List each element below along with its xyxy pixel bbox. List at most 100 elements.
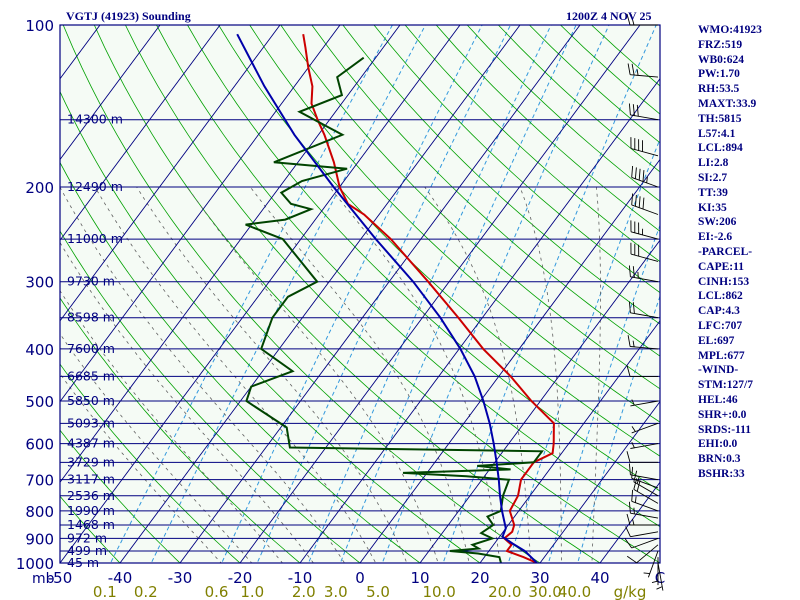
height-label: 3117 m xyxy=(67,472,115,487)
dry-adiabat-line xyxy=(60,161,421,563)
dry-adiabat-line xyxy=(342,25,660,325)
stat-item: EL:697 xyxy=(698,334,735,347)
mixing-ratio-tick-label: 30.0 xyxy=(528,583,561,600)
wind-barb xyxy=(631,422,659,434)
stat-item: PW:1.70 xyxy=(698,68,740,81)
dry-adiabat-line xyxy=(60,495,121,563)
height-label: 8598 m xyxy=(67,310,115,325)
height-label: 499 m xyxy=(67,543,107,558)
dry-adiabat-line xyxy=(218,25,660,457)
stat-item: BRN:0.3 xyxy=(698,453,741,466)
pressure-tick-label: 500 xyxy=(25,393,54,411)
mixing-ratio-tick-label: 1.0 xyxy=(240,583,264,600)
temperature-profile xyxy=(302,34,555,563)
stat-item: KI:35 xyxy=(698,201,727,214)
moist-adiabat-line xyxy=(424,186,532,563)
stat-item: LFC:707 xyxy=(698,319,743,332)
dry-adiabat-line xyxy=(311,25,660,357)
mixing-ratio-tick-label: 2.0 xyxy=(292,583,316,600)
height-label: 1990 m xyxy=(67,503,115,518)
isotherm-line xyxy=(299,78,660,563)
pressure-tick-label: 200 xyxy=(25,179,54,197)
plot-frame xyxy=(59,24,661,564)
stat-item: SRDS:-111 xyxy=(698,423,752,436)
mixing-ratio-tick-label: 0.1 xyxy=(93,583,117,600)
wind-barb xyxy=(626,513,658,526)
height-label: 972 m xyxy=(67,530,107,545)
stat-item: LCL:894 xyxy=(698,142,743,155)
wind-barb xyxy=(630,399,659,407)
stat-item: EI:-2.6 xyxy=(698,231,733,244)
height-label: 1468 m xyxy=(67,517,115,532)
pressure-tick-label: 1000 xyxy=(16,555,54,573)
temperature-tick-label: 40 xyxy=(590,569,609,587)
wind-barb xyxy=(627,335,659,350)
wind-barb xyxy=(628,301,659,319)
height-label: 3729 m xyxy=(67,454,115,469)
isotherm-line xyxy=(60,25,221,241)
isotherm-line xyxy=(119,25,521,563)
temperature-tick-label: -10 xyxy=(288,569,313,587)
stat-item: TH:5815 xyxy=(698,112,742,125)
isotherm-line xyxy=(60,25,461,563)
dry-adiabat-line xyxy=(404,25,660,263)
mixing-ratio-tick-label: 20.0 xyxy=(488,583,521,600)
plot-layers xyxy=(60,25,660,563)
height-label: 9730 m xyxy=(67,274,115,289)
temperature-tick-label: 20 xyxy=(470,569,489,587)
isotherm-line xyxy=(419,239,660,563)
mixing-ratio-tick-label: 40.0 xyxy=(558,583,591,600)
wind-barb xyxy=(631,489,659,512)
height-label: 14300 m xyxy=(67,112,123,127)
wind-barb xyxy=(630,242,659,262)
pressure-tick-label: 100 xyxy=(25,17,54,35)
wind-barb xyxy=(630,137,659,157)
height-label: 5850 m xyxy=(67,393,115,408)
moist-adiabat-line xyxy=(60,241,314,563)
stat-item: BSHR:33 xyxy=(698,467,745,480)
mixing-ratio-line xyxy=(381,25,610,563)
isotherm-line xyxy=(479,320,660,563)
height-label: 45 m xyxy=(67,555,99,570)
isotherm-line xyxy=(60,25,341,403)
dry-adiabat-line xyxy=(373,25,660,294)
stat-item: EHI:0.0 xyxy=(698,438,738,451)
stat-item: SW:206 xyxy=(698,216,737,229)
temperature-tick-label: 10 xyxy=(410,569,429,587)
mixing-ratio-line xyxy=(307,25,552,563)
isotherm-line xyxy=(60,25,161,161)
station-title: VGTJ (41923) Sounding xyxy=(66,9,191,23)
moist-adiabat-line xyxy=(519,186,562,563)
stat-item: SI:2.7 xyxy=(698,171,728,184)
stat-item: MPL:677 xyxy=(698,349,745,362)
wind-barb xyxy=(625,526,659,538)
temperature-tick-label: -30 xyxy=(168,569,193,587)
pressure-tick-label: 400 xyxy=(25,341,54,359)
wind-barb xyxy=(630,442,659,449)
mixing-ratio-line xyxy=(150,25,426,563)
moist-adiabat-line xyxy=(60,372,222,563)
mixing-ratio-tick-label: 0.2 xyxy=(134,583,158,600)
mixing-ratio-line xyxy=(507,137,660,563)
stat-item: SHR+:0.0 xyxy=(698,408,747,421)
isotherm-line xyxy=(60,25,281,322)
stat-item: -PARCEL- xyxy=(698,245,753,258)
pressure-tick-label: 700 xyxy=(25,472,54,490)
height-label: 2536 m xyxy=(67,488,115,503)
parcel-profile xyxy=(236,33,538,563)
stat-item: FRZ:519 xyxy=(698,38,743,51)
stat-item: CAPE:11 xyxy=(698,260,744,273)
moist-adiabat-line xyxy=(249,186,470,563)
mixing-ratio-tick-label: 3.0 xyxy=(324,583,348,600)
sounding-datetime: 1200Z 4 NOV 25 xyxy=(566,9,652,23)
height-label: 12490 m xyxy=(67,179,123,194)
height-label: 4387 m xyxy=(67,436,115,451)
mixing-ratio-unit-label: g/kg xyxy=(614,583,647,600)
wind-barb xyxy=(628,501,659,519)
height-label: 7600 m xyxy=(67,341,115,356)
moist-adiabat-line xyxy=(591,186,601,563)
height-label: 6685 m xyxy=(67,368,115,383)
wind-barb xyxy=(626,13,658,26)
stat-item: STM:127/7 xyxy=(698,379,753,392)
